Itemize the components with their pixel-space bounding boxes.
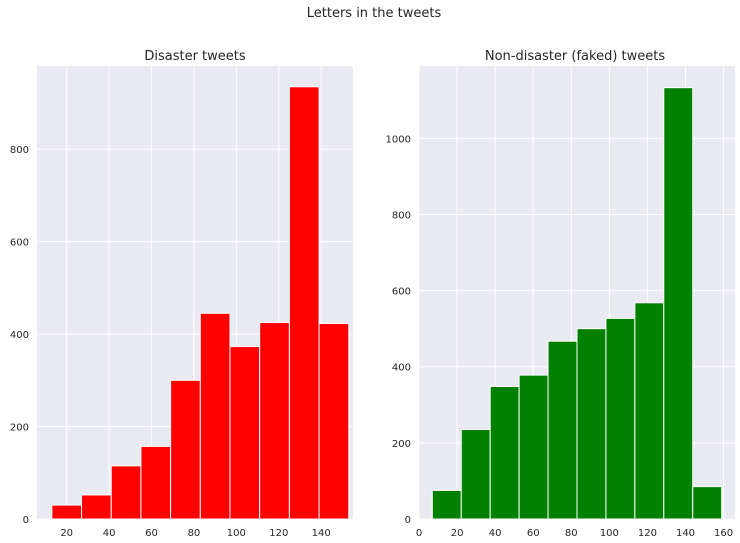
histogram-bar-non-disaster-7 bbox=[634, 302, 665, 520]
subplot-non-disaster: Non-disaster (faked) tweets 0 20 40 60 80 100… bbox=[386, 49, 735, 539]
histogram-bar-non-disaster-2 bbox=[489, 386, 520, 520]
histogram-bar-disaster-4 bbox=[170, 379, 201, 520]
x-tick-label-disaster-4: 100 bbox=[227, 528, 246, 539]
figure-title: Letters in the tweets bbox=[307, 6, 442, 21]
subplot-disaster: Disaster tweets 20 40 60 80 100 120 140 0 200 400… bbox=[10, 49, 353, 539]
histogram-bar-disaster-6 bbox=[229, 346, 261, 520]
x-tick-label-non-disaster-6: 120 bbox=[638, 528, 657, 539]
histogram-bar-non-disaster-8 bbox=[663, 87, 694, 520]
x-tick-label-disaster-5: 120 bbox=[269, 528, 288, 539]
x-tick-label-non-disaster-4: 80 bbox=[565, 528, 578, 539]
histogram-bar-disaster-7 bbox=[259, 322, 290, 520]
x-tick-label-disaster-1: 40 bbox=[103, 528, 116, 539]
y-tick-label-disaster-4: 800 bbox=[10, 145, 29, 156]
x-tick-label-disaster-6: 140 bbox=[312, 528, 331, 539]
histogram-bar-disaster-2 bbox=[110, 465, 142, 520]
x-tick-label-non-disaster-7: 140 bbox=[676, 528, 695, 539]
x-tick-label-disaster-2: 60 bbox=[145, 528, 158, 539]
histogram-bar-disaster-9 bbox=[318, 322, 350, 520]
histogram-bar-non-disaster-0 bbox=[431, 489, 462, 520]
x-tick-label-non-disaster-5: 100 bbox=[600, 528, 619, 539]
y-tick-label-non-disaster-2: 400 bbox=[392, 363, 411, 374]
histogram-bar-non-disaster-4 bbox=[547, 340, 578, 520]
histogram-bar-non-disaster-1 bbox=[460, 429, 491, 520]
subplot-title-non-disaster: Non-disaster (faked) tweets bbox=[485, 49, 666, 64]
y-tick-label-disaster-2: 400 bbox=[10, 330, 29, 341]
x-tick-label-non-disaster-2: 40 bbox=[489, 528, 502, 539]
histogram-bar-disaster-8 bbox=[288, 86, 320, 520]
x-tick-label-disaster-3: 80 bbox=[188, 528, 201, 539]
histogram-bar-non-disaster-9 bbox=[692, 486, 723, 520]
histogram-bar-disaster-0 bbox=[51, 504, 83, 520]
y-tick-label-non-disaster-1: 200 bbox=[392, 439, 411, 450]
x-tick-label-non-disaster-8: 160 bbox=[714, 528, 733, 539]
x-tick-label-disaster-0: 20 bbox=[60, 528, 73, 539]
histogram-bar-non-disaster-3 bbox=[518, 374, 549, 520]
subplot-title-disaster: Disaster tweets bbox=[144, 49, 246, 64]
y-tick-label-disaster-3: 600 bbox=[10, 238, 29, 249]
y-tick-label-non-disaster-3: 600 bbox=[392, 287, 411, 298]
x-tick-label-non-disaster-3: 60 bbox=[527, 528, 540, 539]
histogram-bar-disaster-1 bbox=[81, 494, 112, 520]
histogram-bar-non-disaster-6 bbox=[605, 317, 636, 520]
histogram-bar-disaster-3 bbox=[140, 445, 172, 520]
y-tick-label-non-disaster-0: 0 bbox=[405, 515, 411, 526]
x-tick-label-non-disaster-0: 0 bbox=[416, 528, 422, 539]
y-tick-label-non-disaster-4: 800 bbox=[392, 210, 411, 221]
y-tick-label-disaster-0: 0 bbox=[23, 515, 29, 526]
x-tick-label-non-disaster-1: 20 bbox=[451, 528, 464, 539]
histogram-bar-non-disaster-5 bbox=[576, 328, 607, 520]
y-tick-label-non-disaster-5: 1000 bbox=[386, 134, 411, 145]
y-tick-label-disaster-1: 200 bbox=[10, 423, 29, 434]
histogram-bar-disaster-5 bbox=[199, 312, 231, 520]
